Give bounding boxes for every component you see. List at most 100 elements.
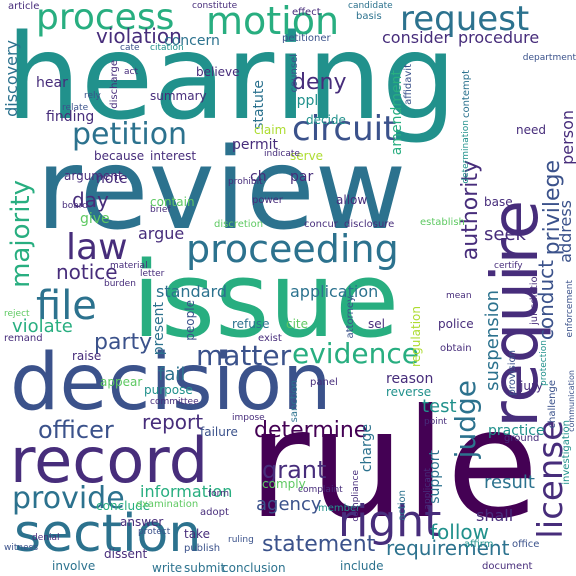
word-indicate: indicate — [264, 149, 300, 159]
word-answer: answer — [120, 515, 164, 529]
word-include: include — [340, 559, 384, 573]
word-sanction: sanction — [289, 380, 300, 423]
word-hear: hear — [36, 75, 68, 91]
word-exist: exist — [258, 333, 282, 344]
word-seek: seek — [484, 224, 526, 245]
word-ruling: ruling — [228, 535, 254, 545]
word-relate: relate — [62, 103, 89, 113]
word-present: present — [151, 302, 167, 356]
word-record: record — [10, 424, 209, 497]
word-police: police — [438, 317, 474, 331]
word-appear: appear — [100, 375, 143, 389]
word-right: right — [338, 496, 442, 547]
word-summary: summary — [150, 89, 207, 103]
word-witness: witness — [4, 543, 39, 553]
word-compliance: compliance — [351, 470, 361, 522]
word-determination: determination — [461, 120, 471, 184]
word-issue: issue — [132, 239, 400, 361]
word-follow: follow — [430, 520, 489, 544]
word-permit: permit — [232, 137, 279, 153]
word-form: form — [208, 489, 229, 499]
word-act: act — [124, 67, 138, 77]
word-apply: apply — [288, 93, 327, 109]
word-circuit: circuit — [292, 109, 397, 149]
word-charge: charge — [359, 424, 375, 473]
word-submit: submit — [184, 561, 226, 575]
word-challenge: challenge — [547, 380, 558, 429]
word-member: member — [318, 503, 361, 514]
word-matter: matter — [196, 339, 292, 372]
word-grant: grant — [262, 456, 327, 484]
word-process: process — [36, 0, 175, 38]
word-prohibit: prohibit — [228, 177, 263, 187]
word-result: result — [484, 472, 535, 493]
word-provide: provide — [12, 481, 125, 516]
word-affirm: affirm — [464, 539, 494, 550]
word-document: document — [482, 561, 533, 572]
word-conclusion: conclusion — [222, 561, 286, 575]
word-refuse: refuse — [232, 317, 270, 331]
word-argument: argument — [64, 169, 123, 183]
word-shall: shall — [476, 506, 514, 525]
word-comply: comply — [262, 477, 306, 491]
word-decide: decide — [306, 113, 346, 127]
word-counsel: counsel — [289, 54, 300, 93]
word-rule: rule — [248, 378, 539, 552]
word-evidence: evidence — [292, 337, 419, 370]
word-brief: brief — [150, 205, 171, 215]
word-raise: raise — [72, 349, 102, 363]
word-effect: effect — [292, 7, 321, 18]
word-decision: decision — [10, 338, 332, 428]
word-basis: basis — [356, 11, 382, 22]
word-publish: publish — [184, 543, 221, 554]
word-denial: denial — [32, 533, 60, 543]
word-majority: majority — [6, 180, 36, 288]
word-point: point — [424, 417, 447, 427]
word-applicant: applicant — [423, 468, 433, 510]
word-burden: burden — [104, 279, 136, 289]
word-panel: panel — [310, 377, 338, 388]
word-argue: argue — [138, 224, 185, 243]
word-department: department — [522, 53, 576, 63]
word-finding: finding — [46, 109, 95, 125]
word-petition: petition — [72, 117, 188, 152]
word-write: write — [152, 561, 183, 575]
word-information: information — [140, 482, 233, 501]
word-jury: jury — [520, 379, 543, 393]
word-motion: motion — [206, 0, 340, 43]
word-certify: certify — [494, 261, 523, 271]
word-communication: communication — [567, 370, 576, 432]
word-requirement: requirement — [386, 536, 510, 560]
word-sel: sel — [368, 317, 385, 331]
word-determine: determine — [254, 418, 368, 443]
word-adopt: adopt — [200, 507, 229, 518]
word-officer: officer — [38, 416, 114, 444]
word-discretion: discretion — [214, 219, 264, 230]
word-serve: serve — [290, 149, 324, 163]
word-candidate: candidate — [348, 1, 393, 11]
word-section: section — [14, 504, 202, 564]
word-because: because — [94, 149, 145, 163]
word-consider: consider — [382, 28, 451, 47]
word-deny: deny — [292, 70, 347, 95]
word-involve: involve — [52, 559, 96, 573]
word-rely: rely — [84, 91, 101, 101]
word-take: take — [184, 527, 210, 541]
word-impose: impose — [232, 413, 265, 423]
word-contain: contain — [150, 195, 195, 209]
word-contempt: contempt — [461, 70, 472, 119]
word-notice: notice — [56, 260, 118, 284]
word-petitioner: petitioner — [282, 33, 331, 44]
word-review: review — [36, 125, 407, 255]
word-affidavit: affidavit — [403, 64, 414, 105]
word-enforcement: enforcement — [565, 280, 575, 338]
word-cate: cate — [120, 43, 140, 53]
word-party: party — [94, 330, 153, 355]
word-person: person — [558, 110, 576, 165]
word-need: need — [516, 123, 546, 137]
word-day: day — [72, 188, 109, 212]
word-examination: examination — [136, 499, 199, 510]
word-people: people — [183, 300, 197, 341]
word-establish: establish — [420, 217, 465, 228]
word-board: board — [62, 201, 88, 211]
